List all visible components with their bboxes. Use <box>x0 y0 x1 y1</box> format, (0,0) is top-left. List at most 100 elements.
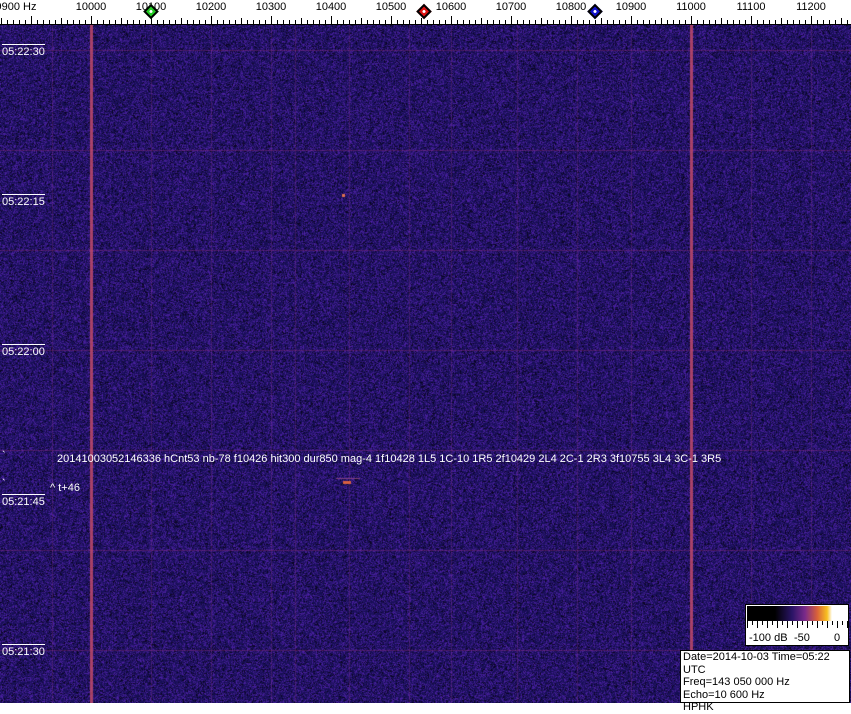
frequency-minor-tick <box>709 20 710 25</box>
frequency-minor-tick <box>253 20 254 25</box>
frequency-minor-tick <box>7 20 8 25</box>
frequency-tick-label: 10800 <box>555 1 587 13</box>
colorbar-tick <box>757 621 758 628</box>
frequency-minor-tick <box>667 20 668 25</box>
colorbar-label-max: 0 <box>834 632 841 644</box>
colorbar-tick <box>772 621 773 625</box>
frequency-minor-tick <box>769 20 770 25</box>
frequency-minor-tick <box>781 18 782 25</box>
frequency-minor-tick <box>325 20 326 25</box>
frequency-minor-tick <box>601 18 602 25</box>
frequency-minor-tick <box>547 20 548 25</box>
frequency-minor-tick <box>133 20 134 25</box>
frequency-minor-tick <box>637 20 638 25</box>
frequency-minor-tick <box>679 20 680 25</box>
frequency-tick-label: 10500 <box>375 1 407 13</box>
frequency-minor-tick <box>289 20 290 25</box>
time-tick-label: 05:22:30 <box>2 44 45 58</box>
frequency-minor-tick <box>817 20 818 25</box>
frequency-tick-label: 11000 <box>676 1 706 13</box>
frequency-minor-tick <box>583 20 584 25</box>
frequency-minor-tick <box>775 20 776 25</box>
frequency-minor-tick <box>463 20 464 25</box>
frequency-marker[interactable] <box>416 3 432 20</box>
frequency-minor-tick <box>595 20 596 25</box>
frequency-tick-label: 10400 <box>315 1 347 13</box>
frequency-minor-tick <box>271 16 272 25</box>
frequency-minor-tick <box>295 20 296 25</box>
info-echo: Echo=10 600 Hz <box>683 688 765 701</box>
time-tick-label: 05:22:15 <box>2 194 45 208</box>
frequency-minor-tick <box>625 20 626 25</box>
frequency-minor-tick <box>49 20 50 25</box>
colorbar-tick <box>847 621 848 628</box>
frequency-minor-tick <box>805 20 806 25</box>
frequency-minor-tick <box>811 16 812 25</box>
frequency-minor-tick <box>187 20 188 25</box>
frequency-minor-tick <box>535 20 536 25</box>
colorbar-tick <box>837 621 838 628</box>
frequency-minor-tick <box>181 18 182 25</box>
frequency-minor-tick <box>31 16 32 25</box>
colorbar-gradient <box>747 606 847 621</box>
frequency-axis: 9900 Hz100001010010200103001040010500106… <box>0 0 851 25</box>
frequency-minor-tick <box>511 16 512 25</box>
frequency-minor-tick <box>319 20 320 25</box>
frequency-minor-tick <box>445 20 446 25</box>
frequency-minor-tick <box>715 20 716 25</box>
frequency-minor-tick <box>757 20 758 25</box>
frequency-minor-tick <box>217 20 218 25</box>
frequency-minor-tick <box>277 20 278 25</box>
frequency-minor-tick <box>367 20 368 25</box>
colorbar-tick <box>767 621 768 628</box>
frequency-minor-tick <box>631 16 632 25</box>
frequency-minor-tick <box>559 20 560 25</box>
frequency-minor-tick <box>115 20 116 25</box>
frequency-tick-label: 11200 <box>796 1 826 13</box>
frequency-minor-tick <box>151 16 152 25</box>
frequency-minor-tick <box>169 20 170 25</box>
colorbar-tick <box>747 621 748 628</box>
frequency-minor-tick <box>733 20 734 25</box>
frequency-minor-tick <box>337 20 338 25</box>
frequency-minor-tick <box>193 20 194 25</box>
frequency-minor-tick <box>751 16 752 25</box>
frequency-minor-tick <box>265 20 266 25</box>
frequency-minor-tick <box>619 20 620 25</box>
frequency-minor-tick <box>331 16 332 25</box>
frequency-minor-tick <box>175 20 176 25</box>
frequency-marker[interactable] <box>587 3 603 20</box>
frequency-minor-tick <box>55 20 56 25</box>
colorbar-label-min: -100 dB <box>749 632 788 644</box>
frequency-minor-tick <box>469 20 470 25</box>
frequency-minor-tick <box>499 20 500 25</box>
colorbar-tick <box>832 621 833 625</box>
info-box: Date=2014-10-03 Time=05:22 UTC Freq=143 … <box>680 650 850 713</box>
frequency-tick-label: 10900 <box>615 1 647 13</box>
colorbar-tick <box>752 621 753 625</box>
detection-annotation: 20141003052146336 hCnt53 nb-78 f10426 hi… <box>57 453 722 465</box>
colorbar-tick <box>802 621 803 625</box>
annotation-tick: ` <box>2 450 6 462</box>
colorbar-label-mid: -50 <box>794 632 810 644</box>
frequency-minor-tick <box>847 20 848 25</box>
colorbar-tick <box>822 621 823 625</box>
frequency-minor-tick <box>841 18 842 25</box>
frequency-tick-label: 9900 Hz <box>0 1 37 13</box>
frequency-minor-tick <box>205 20 206 25</box>
frequency-minor-tick <box>1 18 2 25</box>
frequency-minor-tick <box>835 20 836 25</box>
annotation-tick: ` <box>2 478 6 490</box>
frequency-tick-label: 10200 <box>195 1 227 13</box>
frequency-minor-tick <box>553 20 554 25</box>
frequency-minor-tick <box>19 20 20 25</box>
colorbar-tick <box>782 621 783 625</box>
frequency-minor-tick <box>259 20 260 25</box>
frequency-minor-tick <box>301 18 302 25</box>
colorbar-tick <box>812 621 813 625</box>
frequency-minor-tick <box>199 20 200 25</box>
frequency-minor-tick <box>433 20 434 25</box>
frequency-minor-tick <box>229 20 230 25</box>
frequency-minor-tick <box>403 20 404 25</box>
frequency-tick-label: 11100 <box>736 1 766 13</box>
